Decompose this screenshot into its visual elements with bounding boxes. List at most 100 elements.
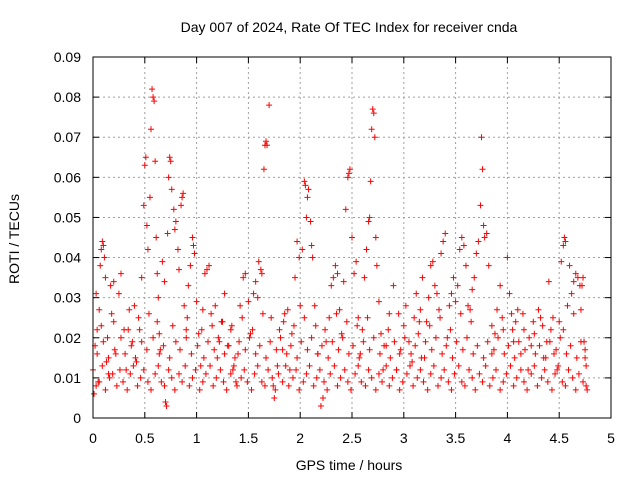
data-point <box>120 378 127 385</box>
x-axis-label: GPS time / hours <box>296 457 403 473</box>
data-point <box>264 142 271 149</box>
data-point <box>161 278 168 285</box>
data-point <box>548 386 555 393</box>
data-point <box>204 338 211 345</box>
data-point <box>179 378 186 385</box>
x-tick-label: 1.5 <box>239 430 259 446</box>
data-point <box>509 326 516 333</box>
data-point <box>356 354 363 361</box>
data-point <box>164 230 171 237</box>
data-point <box>393 366 400 373</box>
data-point <box>476 370 483 377</box>
data-point <box>570 278 577 285</box>
data-point <box>460 242 467 249</box>
data-point <box>494 306 501 313</box>
data-point <box>98 322 105 329</box>
data-point <box>195 330 202 337</box>
data-point <box>555 362 562 369</box>
x-tick-label: 0.5 <box>135 430 155 446</box>
data-point <box>443 342 450 349</box>
data-point <box>452 298 459 305</box>
data-point <box>102 386 109 393</box>
data-point <box>93 290 100 297</box>
data-point <box>140 202 147 209</box>
data-point <box>290 322 297 329</box>
data-point <box>469 374 476 381</box>
data-point <box>512 318 519 325</box>
data-point <box>423 318 430 325</box>
data-point <box>140 366 147 373</box>
data-point <box>201 270 208 277</box>
data-point <box>510 382 517 389</box>
data-point <box>235 350 242 357</box>
data-point <box>560 242 567 249</box>
data-point <box>130 362 137 369</box>
data-point <box>514 306 521 313</box>
data-point <box>304 194 311 201</box>
data-point <box>372 234 379 241</box>
data-point <box>199 306 206 313</box>
data-point <box>468 318 475 325</box>
data-point <box>383 362 390 369</box>
data-point <box>551 350 558 357</box>
data-point <box>159 258 166 265</box>
data-point <box>334 382 341 389</box>
data-point <box>493 366 500 373</box>
data-point <box>199 378 206 385</box>
data-point <box>165 366 172 373</box>
data-point <box>272 386 279 393</box>
data-point <box>234 382 241 389</box>
data-point <box>284 306 291 313</box>
data-point <box>181 302 188 309</box>
data-point <box>346 166 353 173</box>
data-point <box>175 370 182 377</box>
data-point <box>332 262 339 269</box>
data-point <box>376 350 383 357</box>
data-point <box>558 258 565 265</box>
data-point <box>448 290 455 297</box>
data-point <box>166 154 173 161</box>
data-point <box>450 274 457 281</box>
data-point <box>570 310 577 317</box>
data-point <box>168 374 175 381</box>
data-point <box>334 270 341 277</box>
data-point <box>259 310 266 317</box>
data-point <box>260 166 267 173</box>
data-point <box>280 318 287 325</box>
data-point <box>161 382 168 389</box>
data-point <box>215 334 222 341</box>
y-tick-label: 0.01 <box>54 370 81 386</box>
data-point <box>148 126 155 133</box>
data-point <box>175 266 182 273</box>
data-point <box>242 346 249 353</box>
data-point <box>399 378 406 385</box>
data-point <box>230 362 237 369</box>
data-point <box>248 386 255 393</box>
data-point <box>103 358 110 365</box>
data-point <box>408 350 415 357</box>
data-point <box>194 342 201 349</box>
x-tick-label: 2.5 <box>342 430 362 446</box>
data-point <box>281 310 288 317</box>
data-point <box>143 346 150 353</box>
data-point <box>310 382 317 389</box>
data-point <box>327 370 334 377</box>
data-point <box>381 342 388 349</box>
data-point <box>535 306 542 313</box>
axis-ticks: 0 0.5 1 1.5 2 2.5 3 3.5 4 4.5 5 0 0.01 0.02 0.03 0.04 0.… <box>54 49 615 446</box>
data-point <box>143 222 150 229</box>
data-point <box>445 378 452 385</box>
data-point <box>387 354 394 361</box>
data-point <box>170 206 177 213</box>
data-point <box>293 366 300 373</box>
data-point <box>386 382 393 389</box>
data-point <box>515 338 522 345</box>
data-point <box>459 346 466 353</box>
data-point <box>289 374 296 381</box>
data-point <box>249 326 256 333</box>
data-point <box>270 382 277 389</box>
data-point <box>151 98 158 105</box>
data-point <box>318 342 325 349</box>
data-point <box>553 346 560 353</box>
data-point <box>283 350 290 357</box>
